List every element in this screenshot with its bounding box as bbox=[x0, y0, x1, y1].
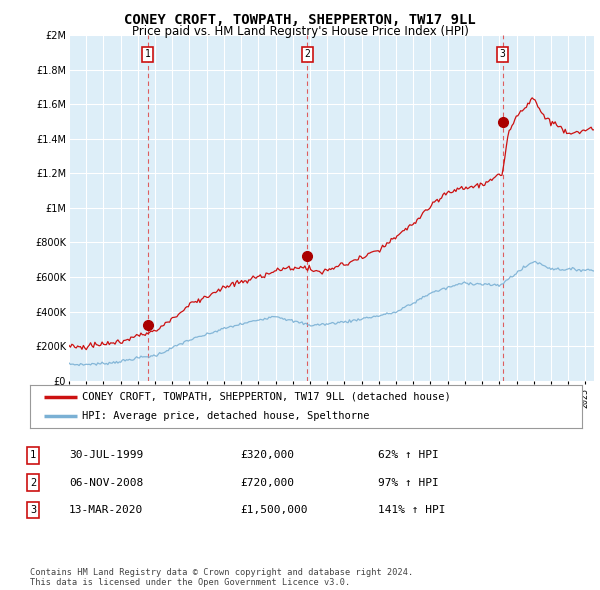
Text: 3: 3 bbox=[500, 50, 506, 60]
Text: 97% ↑ HPI: 97% ↑ HPI bbox=[378, 478, 439, 487]
Text: CONEY CROFT, TOWPATH, SHEPPERTON, TW17 9LL (detached house): CONEY CROFT, TOWPATH, SHEPPERTON, TW17 9… bbox=[82, 392, 451, 402]
Text: 2: 2 bbox=[304, 50, 310, 60]
Text: Contains HM Land Registry data © Crown copyright and database right 2024.
This d: Contains HM Land Registry data © Crown c… bbox=[30, 568, 413, 587]
Text: 3: 3 bbox=[30, 505, 36, 514]
Text: 2: 2 bbox=[30, 478, 36, 487]
Text: 1: 1 bbox=[30, 451, 36, 460]
Text: 30-JUL-1999: 30-JUL-1999 bbox=[69, 451, 143, 460]
Text: CONEY CROFT, TOWPATH, SHEPPERTON, TW17 9LL: CONEY CROFT, TOWPATH, SHEPPERTON, TW17 9… bbox=[124, 13, 476, 27]
Text: £320,000: £320,000 bbox=[240, 451, 294, 460]
Text: 06-NOV-2008: 06-NOV-2008 bbox=[69, 478, 143, 487]
Text: £1,500,000: £1,500,000 bbox=[240, 505, 308, 514]
Text: 141% ↑ HPI: 141% ↑ HPI bbox=[378, 505, 445, 514]
Text: Price paid vs. HM Land Registry's House Price Index (HPI): Price paid vs. HM Land Registry's House … bbox=[131, 25, 469, 38]
Text: HPI: Average price, detached house, Spelthorne: HPI: Average price, detached house, Spel… bbox=[82, 411, 370, 421]
Text: 62% ↑ HPI: 62% ↑ HPI bbox=[378, 451, 439, 460]
Text: 1: 1 bbox=[145, 50, 151, 60]
Text: £720,000: £720,000 bbox=[240, 478, 294, 487]
Text: 13-MAR-2020: 13-MAR-2020 bbox=[69, 505, 143, 514]
